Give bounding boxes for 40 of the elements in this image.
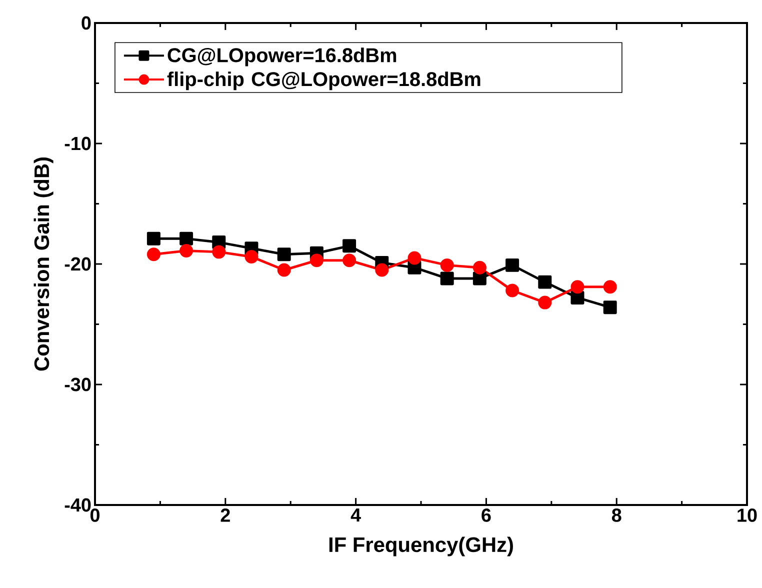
point	[342, 254, 356, 268]
point	[277, 263, 291, 277]
point	[440, 258, 454, 272]
x-axis-title: IF Frequency(GHz)	[329, 536, 513, 556]
x-tick-label: 2	[220, 508, 230, 522]
point	[342, 239, 356, 253]
point	[506, 258, 520, 272]
point	[603, 280, 617, 294]
y-tick-label: -40	[64, 498, 91, 512]
y-tick-label: 0	[82, 16, 91, 30]
point	[506, 284, 520, 298]
y-tick-label: -10	[64, 136, 91, 150]
x-tick-label: 8	[612, 508, 622, 522]
point	[180, 244, 194, 258]
point	[146, 232, 160, 246]
point	[538, 296, 552, 310]
point	[146, 248, 160, 262]
point	[472, 272, 486, 286]
x-tick-label: 0	[90, 508, 100, 522]
legend-label: flip-chip CG@LOpower=18.8dBm	[167, 72, 480, 90]
point	[244, 250, 258, 264]
point	[375, 263, 389, 277]
point	[310, 254, 324, 268]
point	[570, 290, 584, 304]
x-tick-label: 10	[738, 508, 757, 522]
point	[570, 280, 584, 294]
y-tick-label: -30	[64, 378, 91, 392]
point	[440, 272, 454, 286]
point	[408, 251, 422, 265]
point	[472, 260, 486, 274]
legend-label: CG@LOpower=16.8dBm	[168, 48, 396, 66]
x-tick-label: 4	[350, 508, 361, 522]
y-tick-label: -20	[64, 257, 91, 271]
point	[212, 245, 226, 259]
point	[538, 275, 552, 289]
y-axis-title: Conversion Gain (dB)	[34, 158, 54, 371]
point	[180, 232, 194, 246]
x-tick-label: 6	[482, 508, 491, 522]
point	[277, 248, 291, 262]
point	[603, 300, 617, 314]
